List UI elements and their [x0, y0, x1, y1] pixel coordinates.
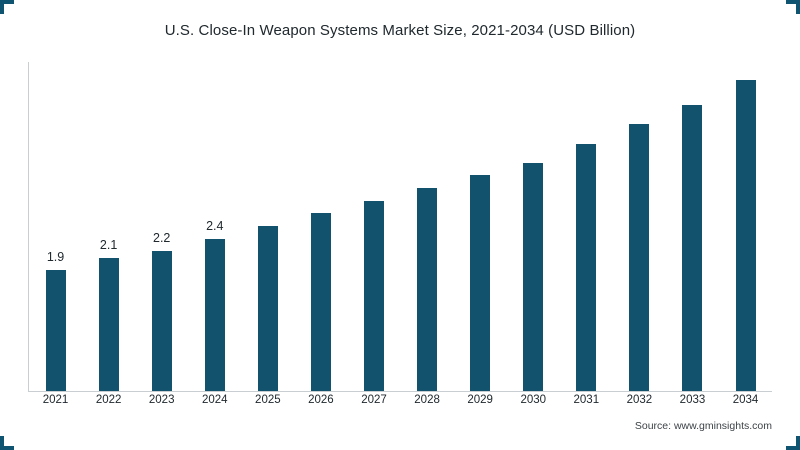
x-axis-label: 2032 — [626, 394, 653, 406]
corner-accent-bottom-left-vertical — [0, 436, 4, 450]
bar[interactable] — [151, 251, 172, 391]
bar-slot — [294, 62, 347, 391]
bar[interactable] — [682, 105, 703, 391]
corner-accent-top-right-horizontal — [786, 0, 800, 4]
bar[interactable] — [310, 213, 331, 391]
x-axis-label: 2022 — [95, 394, 122, 406]
x-axis-label: 2031 — [573, 394, 600, 406]
x-axis-label: 2025 — [255, 394, 281, 406]
x-axis-label: 2030 — [520, 394, 547, 406]
x-axis-label: 2034 — [732, 394, 759, 406]
bar[interactable] — [257, 226, 278, 391]
bar-slot — [401, 62, 454, 391]
bar-slot: 1.9 — [29, 62, 82, 391]
corner-accent-top-left-horizontal — [0, 0, 14, 4]
bar-slot: 2.1 — [82, 62, 135, 391]
bar-slot — [507, 62, 560, 391]
bar[interactable] — [470, 175, 491, 391]
x-axis-label: 2023 — [148, 394, 175, 406]
corner-accent-top-right-vertical — [796, 0, 800, 14]
y-axis-line — [28, 62, 29, 392]
corner-accent-bottom-left-horizontal — [0, 446, 14, 450]
bar-value-label: 2.4 — [206, 218, 224, 233]
bar-series: 1.9 2.1 2.2 2.4 — [29, 62, 772, 391]
bar-slot — [560, 62, 613, 391]
bar[interactable] — [523, 162, 544, 391]
bar[interactable] — [629, 124, 650, 391]
x-axis-label: 2027 — [361, 394, 387, 406]
plot-area: 1.9 2.1 2.2 2.4 — [28, 62, 772, 392]
x-axis-label: 2026 — [308, 394, 334, 406]
bar-slot — [454, 62, 507, 391]
x-axis-label: 2028 — [414, 394, 440, 406]
x-axis-label: 2021 — [42, 394, 69, 406]
bar[interactable] — [576, 143, 597, 391]
bar-slot: 2.2 — [135, 62, 188, 391]
x-axis-line — [28, 391, 772, 392]
x-axis-tick-labels: 2021 2022 2023 2024 2025 2026 2027 2028 2029 2030… — [29, 394, 772, 406]
x-axis-label: 2033 — [679, 394, 706, 406]
corner-accent-bottom-right-horizontal — [786, 446, 800, 450]
corner-accent-top-left-vertical — [0, 0, 4, 14]
bar[interactable] — [364, 200, 384, 391]
bar[interactable] — [45, 270, 66, 391]
bar[interactable] — [735, 80, 756, 391]
bar-value-label: 1.9 — [46, 250, 65, 265]
bar-slot — [666, 62, 719, 391]
bar-slot — [613, 62, 666, 391]
chart-title: U.S. Close-In Weapon Systems Market Size… — [164, 22, 636, 39]
bar-slot — [719, 62, 772, 391]
bar-slot — [241, 62, 294, 391]
x-axis-label: 2029 — [467, 394, 493, 406]
bar[interactable] — [98, 257, 119, 391]
corner-accent-bottom-right-vertical — [796, 436, 800, 450]
source-note: Source: www.gminsights.com — [634, 420, 772, 432]
bar-slot — [347, 62, 400, 391]
bar-slot: 2.4 — [188, 62, 241, 391]
bar[interactable] — [417, 187, 438, 391]
bar-value-label: 2.1 — [99, 237, 118, 252]
x-axis-label: 2024 — [201, 394, 228, 406]
bar[interactable] — [204, 238, 225, 391]
bar-value-label: 2.2 — [153, 231, 171, 246]
